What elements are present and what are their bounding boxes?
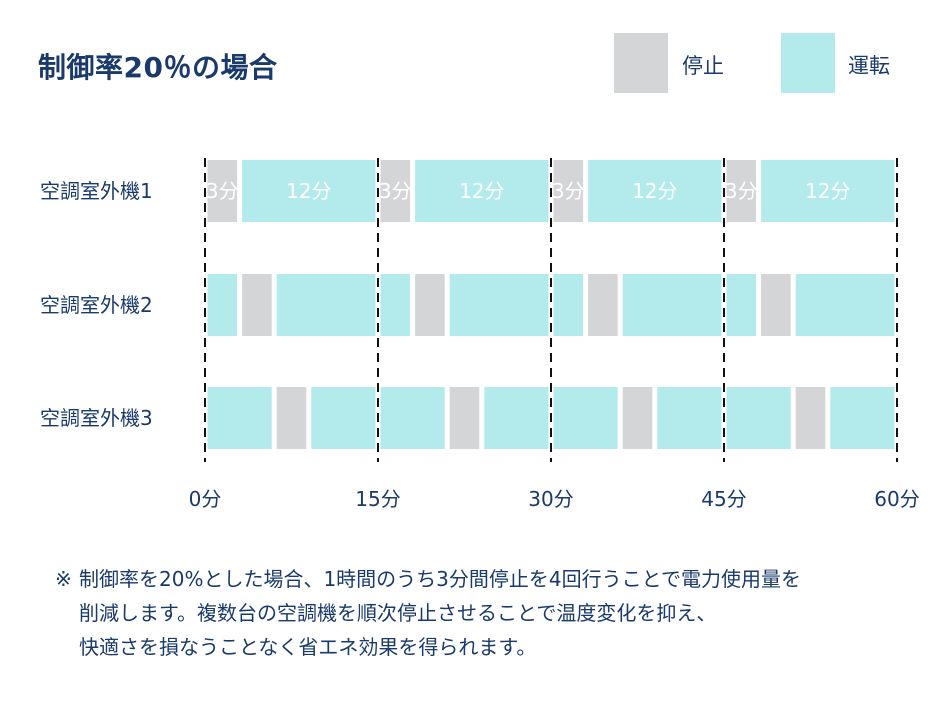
bar-row1-seg2-run [242, 160, 376, 222]
footnote: ※ 制御率を20%とした場合、1時間のうち3分間停止を4回行うことで電力使用量を … [55, 562, 801, 664]
bar-row1-seg3-stop [380, 160, 411, 222]
footnote-mark: ※ [55, 567, 72, 591]
bar-row2-seg4-run [380, 274, 411, 336]
bar-row2-seg12-run [795, 274, 895, 336]
bar-row3-seg9-run [657, 387, 722, 449]
bar-row3-seg6-run [484, 387, 549, 449]
footnote-line-2: 削減します。複数台の空調機を順次停止させることで温度変化を抑え、 [79, 601, 717, 625]
row-label-1: 空調室外機1 [40, 179, 153, 203]
gridlines-layer [204, 158, 898, 462]
bars-layer: 3分 12分 3分 12分 3分 12分 3分 12分 [206, 160, 895, 449]
bar-row3-seg12-run [830, 387, 895, 449]
row-label-2: 空調室外機2 [40, 293, 153, 317]
data-label-row1-seg1: 3分 [206, 179, 239, 203]
bar-row1-seg6-run [588, 160, 722, 222]
bar-row3-seg11-stop [795, 387, 826, 449]
legend-swatch-run [781, 33, 835, 93]
data-label-row1-seg6: 12分 [632, 179, 677, 203]
footnote-line-3: 快適さを損なうことなく省エネ効果を得られます。 [79, 635, 537, 659]
bar-row3-seg2-stop [276, 387, 307, 449]
row-label-3: 空調室外機3 [40, 406, 153, 430]
bar-row2-seg6-run [449, 274, 549, 336]
bar-row2-seg11-stop [761, 274, 791, 336]
bar-row3-seg10-run [726, 387, 791, 449]
data-label-row1-seg7: 3分 [725, 179, 758, 203]
x-tick-label-15: 15分 [355, 487, 400, 511]
row-labels-layer: 空調室外機1 空調室外機2 空調室外機3 [40, 179, 153, 430]
bar-row2-seg1-run [207, 274, 238, 336]
footnote-line-1: ※ 制御率を20%とした場合、1時間のうち3分間停止を4回行うことで電力使用量を [55, 562, 801, 596]
x-tick-label-30: 30分 [528, 487, 573, 511]
bar-row3-seg5-stop [449, 387, 480, 449]
bar-row2-seg7-run [553, 274, 584, 336]
bar-row1-seg1-stop [207, 160, 238, 222]
x-tick-label-45: 45分 [701, 487, 746, 511]
bar-row3-seg8-stop [622, 387, 653, 449]
data-label-row1-seg2: 12分 [286, 179, 331, 203]
bar-row2-seg9-run [622, 274, 722, 336]
bar-row3-seg1-run [207, 387, 272, 449]
timeline-chart: 3分 12分 3分 12分 3分 12分 3分 12分 空調室外機1空調室外機2空調室外機3 … [40, 158, 920, 511]
chart-title: 制御率20％の場合 [38, 51, 278, 84]
legend-swatch-stop [614, 33, 668, 93]
bar-row3-seg7-run [553, 387, 618, 449]
legend-label-run: 運転 [848, 54, 890, 78]
bar-row2-seg10-run [726, 274, 757, 336]
bar-row1-seg8-run [761, 160, 895, 222]
bar-row2-seg5-stop [415, 274, 445, 336]
bar-row1-seg7-stop [726, 160, 757, 222]
tick-labels-layer: 0分 15分 30分 45分 60分 [189, 487, 920, 511]
bar-row3-seg4-run [380, 387, 445, 449]
bar-row2-seg2-stop [242, 274, 272, 336]
data-label-row1-seg5: 3分 [552, 179, 585, 203]
bar-row3-seg3-run [311, 387, 376, 449]
data-label-row1-seg8: 12分 [805, 179, 850, 203]
bar-row1-seg4-run [415, 160, 549, 222]
x-tick-label-60: 60分 [874, 487, 919, 511]
data-label-row1-seg3: 3分 [379, 179, 412, 203]
bar-row2-seg8-stop [588, 274, 618, 336]
bar-row1-seg5-stop [553, 160, 584, 222]
legend-label-stop: 停止 [682, 54, 724, 78]
bar-row2-seg3-run [276, 274, 376, 336]
x-tick-label-0: 0分 [189, 487, 222, 511]
data-label-row1-seg4: 12分 [459, 179, 504, 203]
